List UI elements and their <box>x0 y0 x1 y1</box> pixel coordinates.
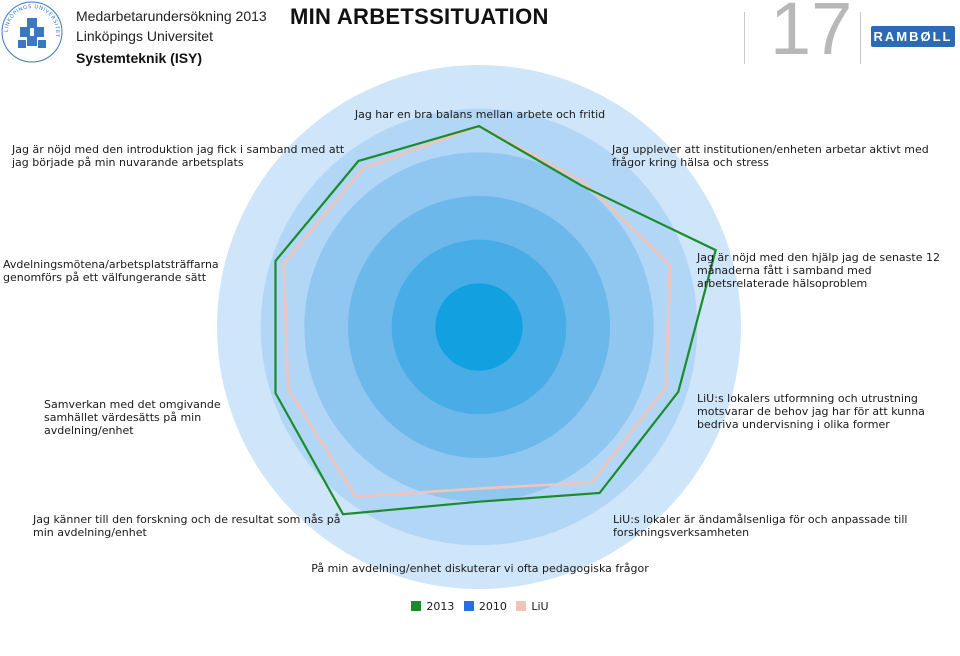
legend-label: LiU <box>531 600 549 613</box>
legend-item-2013: 2013 <box>411 600 454 613</box>
axis-label: Jag känner till den forskning och de res… <box>33 513 341 539</box>
legend-item-liu: LiU <box>516 600 549 613</box>
axis-label: På min avdelning/enhet diskuterar vi oft… <box>311 562 649 575</box>
radar-series-lines <box>274 124 717 516</box>
axis-label: Jag har en bra balans mellan arbete och … <box>354 108 606 121</box>
axis-label: Avdelningsmötena/arbetsplatsträffarna ge… <box>3 258 219 284</box>
liu-logo: LINKÖPINGS UNIVERSITET <box>0 0 64 64</box>
department-name: Systemteknik (ISY) <box>76 50 203 66</box>
series-line-2013 <box>274 124 717 516</box>
chart-legend: 2013 2010 LiU <box>0 600 960 613</box>
legend-swatch <box>411 601 422 611</box>
series-line-liu <box>282 124 672 498</box>
header-divider <box>744 12 745 64</box>
axis-label: LiU:s lokaler är ändamålsenliga för och … <box>613 513 908 539</box>
page-number: 17 <box>770 0 853 70</box>
university-name: Linköpings Universitet <box>76 28 213 44</box>
survey-title: Medarbetarundersökning 2013 <box>76 8 267 24</box>
legend-label: 2013 <box>426 600 455 613</box>
page-title: MIN ARBETSSITUATION <box>290 4 549 29</box>
axis-label: LiU:s lokalers utformning och utrustning… <box>697 392 925 431</box>
axis-label: Jag är nöjd med den hjälp jag de senaste… <box>697 251 940 290</box>
axis-label: Jag är nöjd med den introduktion jag fic… <box>12 143 345 169</box>
legend-item-2010: 2010 <box>463 600 507 613</box>
axis-label: Jag upplever att institutionen/enheten a… <box>612 143 929 169</box>
legend-label: 2010 <box>478 600 507 613</box>
legend-swatch <box>516 601 527 611</box>
radar-background-rings <box>217 65 741 589</box>
legend-swatch <box>463 601 474 611</box>
ramboll-logo: RAMBØLL <box>871 26 955 47</box>
axis-label: Samverkan med det omgivande samhället vä… <box>44 398 221 437</box>
radar-ring <box>435 283 523 371</box>
header-divider <box>860 12 861 64</box>
